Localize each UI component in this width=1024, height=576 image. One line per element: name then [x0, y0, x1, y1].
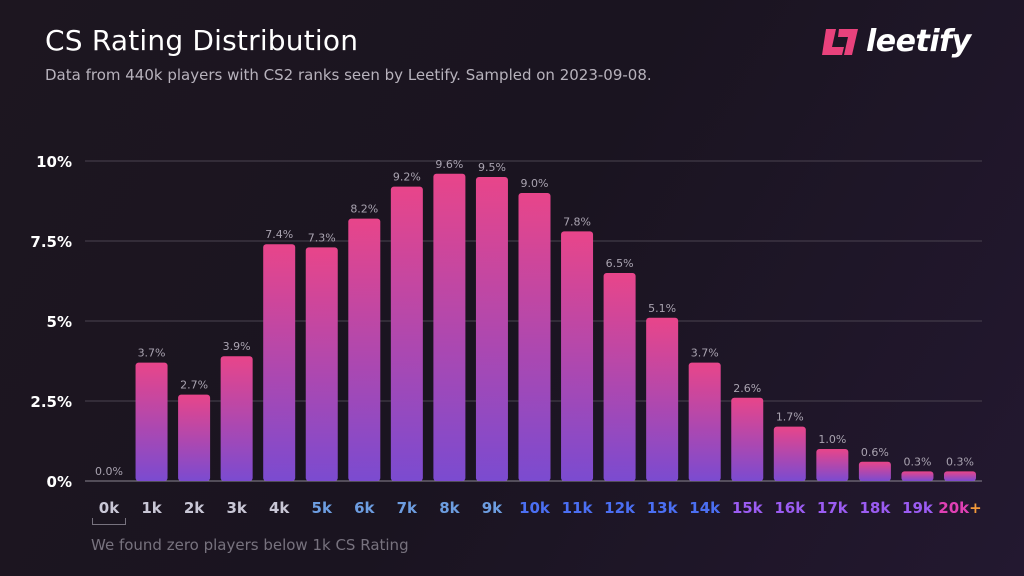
x-tick-text: 7k: [397, 499, 418, 517]
bar-7k: [390, 186, 423, 481]
data-label: 2.7%: [180, 379, 208, 392]
y-tick-label: 7.5%: [30, 233, 72, 251]
data-label: 7.3%: [308, 231, 336, 244]
x-tick-text: 0k: [99, 499, 120, 517]
data-label: 9.6%: [435, 158, 463, 171]
x-tick-text: 13k: [647, 499, 679, 517]
x-tick-label: 15k: [732, 499, 764, 517]
bar-20k: [944, 471, 976, 481]
x-tick-label: 12k: [604, 499, 636, 517]
bar-15k: [731, 397, 764, 481]
data-label: 3.7%: [691, 347, 719, 360]
x-tick-text: 11k: [562, 499, 594, 517]
bar-19k: [901, 471, 934, 481]
x-tick-label: 3k: [226, 499, 247, 517]
x-tick-text: 8k: [439, 499, 460, 517]
bar-2k: [178, 394, 211, 481]
bar-11k: [561, 231, 594, 481]
x-tick-text: 15k: [732, 499, 764, 517]
x-tick-label: 1k: [141, 499, 162, 517]
bar-18k: [858, 461, 891, 481]
data-label: 2.6%: [733, 382, 761, 395]
x-tick-label: 16k: [774, 499, 806, 517]
x-tick-text: 12k: [604, 499, 636, 517]
bar-8k: [433, 173, 466, 482]
x-tick-label: 14k: [689, 499, 721, 517]
bar-14k: [688, 362, 721, 481]
x-tick-text: 16k: [774, 499, 806, 517]
data-label: 0.3%: [946, 455, 974, 468]
x-tick-label: 4k: [269, 499, 290, 517]
data-label: 1.7%: [776, 411, 804, 424]
x-tick-text: 9k: [482, 499, 503, 517]
leetify-logo: leetify: [822, 24, 971, 59]
bar-9k: [475, 177, 508, 481]
y-tick-label: 10%: [36, 153, 72, 171]
data-label: 5.1%: [648, 302, 676, 315]
zero-bracket: [92, 518, 126, 525]
leetify-logo-icon: [822, 28, 858, 55]
x-tick-text: 2k: [184, 499, 205, 517]
x-tick-text: 6k: [354, 499, 375, 517]
bar-6k: [348, 218, 381, 481]
x-tick-label: 10k: [519, 499, 551, 517]
x-tick-label: 7k: [397, 499, 418, 517]
x-tick-label: 2k: [184, 499, 205, 517]
x-tick-label: 13k: [647, 499, 679, 517]
x-tick-text: 3k: [226, 499, 247, 517]
x-tick-text: 5k: [312, 499, 333, 517]
bar-4k: [263, 244, 296, 481]
bar-10k: [518, 193, 551, 481]
data-label: 6.5%: [606, 257, 634, 270]
x-tick-text: 1k: [141, 499, 162, 517]
y-tick-label: 5%: [47, 313, 72, 331]
x-tick-label: 17k: [817, 499, 849, 517]
data-label: 0.3%: [903, 455, 931, 468]
x-tick-text: 17k: [817, 499, 849, 517]
data-label: 8.2%: [350, 203, 378, 216]
x-tick-label: 11k: [562, 499, 594, 517]
bar-1k: [135, 362, 168, 481]
x-tick-label: 18k: [859, 499, 891, 517]
logo-text: leetify: [866, 24, 971, 59]
data-label: 9.0%: [521, 177, 549, 190]
x-tick-label: 6k: [354, 499, 375, 517]
x-tick-suffix: +: [969, 499, 982, 517]
x-tick-text: 19k: [902, 499, 934, 517]
x-tick-label: 5k: [312, 499, 333, 517]
bar-17k: [816, 449, 849, 481]
x-tick-text: 20k: [938, 499, 970, 517]
data-label: 3.7%: [138, 347, 166, 360]
x-tick-label: 20k+: [938, 499, 981, 517]
x-tick-text: 14k: [689, 499, 721, 517]
x-tick-label: 9k: [482, 499, 503, 517]
x-tick-label: 19k: [902, 499, 934, 517]
y-tick-label: 2.5%: [30, 393, 72, 411]
x-tick-label: 8k: [439, 499, 460, 517]
bar-16k: [773, 426, 806, 481]
data-label: 0.0%: [95, 465, 123, 478]
bar-5k: [305, 247, 338, 481]
data-label: 7.8%: [563, 215, 591, 228]
data-label: 0.6%: [861, 446, 889, 459]
data-label: 7.4%: [265, 228, 293, 241]
page-subtitle: Data from 440k players with CS2 ranks se…: [45, 66, 652, 84]
data-label: 9.5%: [478, 161, 506, 174]
page-title: CS Rating Distribution: [45, 24, 359, 57]
bar-12k: [603, 273, 636, 481]
data-label: 1.0%: [818, 433, 846, 446]
bar-13k: [646, 317, 679, 481]
bar-3k: [220, 356, 253, 481]
data-label: 3.9%: [223, 340, 251, 353]
x-tick-label: 0k: [99, 499, 120, 517]
y-tick-label: 0%: [47, 473, 72, 491]
x-tick-text: 18k: [859, 499, 891, 517]
data-label: 9.2%: [393, 171, 421, 184]
x-tick-text: 10k: [519, 499, 551, 517]
chart-note: We found zero players below 1k CS Rating: [91, 536, 409, 554]
x-tick-text: 4k: [269, 499, 290, 517]
